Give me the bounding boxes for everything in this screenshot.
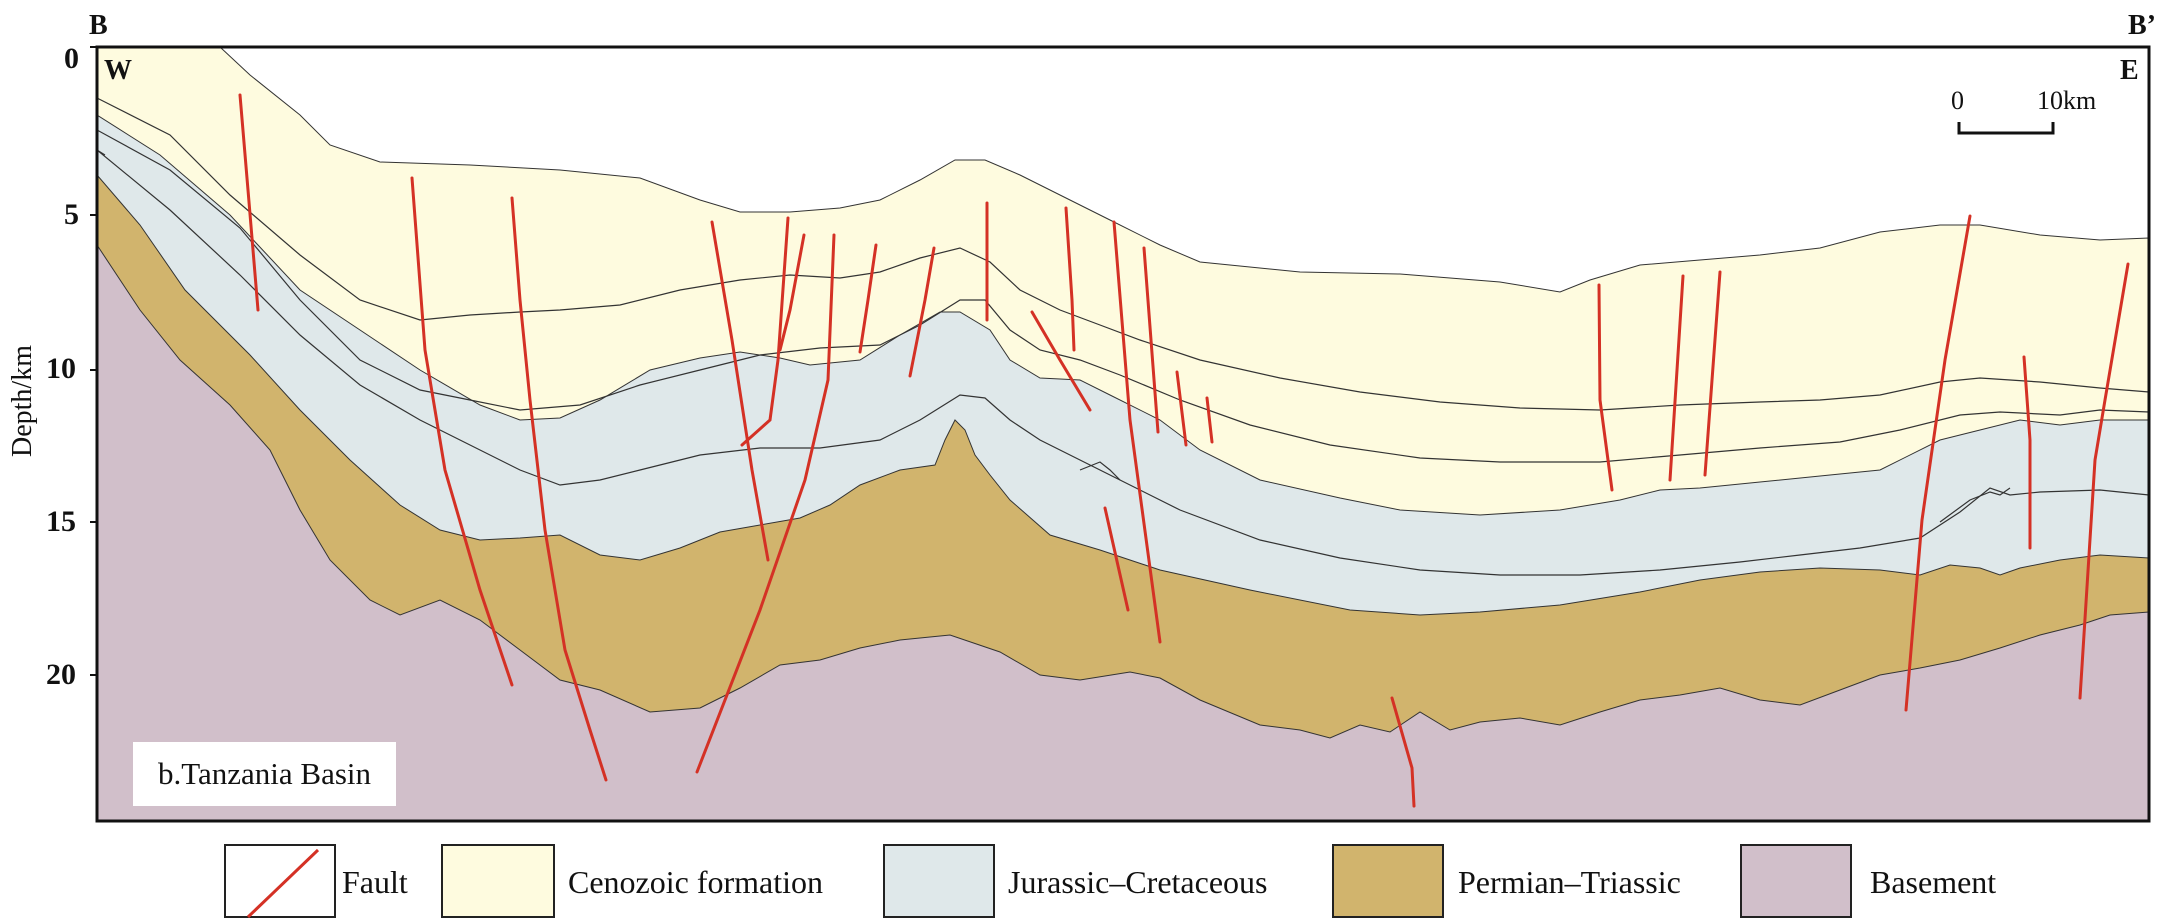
fault-line xyxy=(740,216,790,447)
fault-line xyxy=(1390,696,1416,808)
fault-line xyxy=(1142,246,1160,434)
fault-line xyxy=(410,176,514,687)
permian-triassic-layer xyxy=(97,174,2149,821)
depth-tick-0: 0 xyxy=(64,42,79,75)
panel-label: b.Tanzania Basin xyxy=(133,742,396,806)
legend-jurassic-swatch xyxy=(883,844,995,918)
section-frame xyxy=(95,45,2151,823)
scale-bar-start: 0 xyxy=(1951,86,1964,115)
fault-line xyxy=(1205,396,1214,444)
fault-line xyxy=(2078,262,2130,700)
fault-line xyxy=(1703,270,1722,477)
geologic-layers xyxy=(97,47,2149,821)
fault-line xyxy=(1175,370,1188,447)
legend-swatches xyxy=(224,844,1852,919)
depth-tick-15: 15 xyxy=(46,505,76,538)
axis-ticks xyxy=(90,46,97,676)
fault-line xyxy=(1030,310,1092,412)
depth-tick-20: 20 xyxy=(46,658,76,691)
legend-permian-label: Permian–Triassic xyxy=(1458,864,1681,900)
depth-axis-title: Depth/km xyxy=(7,345,38,457)
legend-cenozoic-swatch xyxy=(441,844,555,918)
depth-tick-5: 5 xyxy=(64,198,79,231)
east-label: E xyxy=(2120,55,2139,86)
legend-permian-swatch xyxy=(1332,844,1444,918)
legend-fault-line xyxy=(246,848,320,919)
fault-line xyxy=(1597,283,1614,492)
legend-fault-swatch xyxy=(224,844,336,918)
legend-basement-swatch xyxy=(1740,844,1852,918)
scale-bar-end: 10km xyxy=(2037,86,2097,115)
fault-line xyxy=(2022,355,2032,550)
section-end-label: B’ xyxy=(2128,10,2156,41)
fault-line xyxy=(858,243,878,354)
fault-line xyxy=(778,233,806,352)
scale-bar xyxy=(1957,122,2055,135)
bedding-lines xyxy=(97,97,2149,576)
depth-tick-10: 10 xyxy=(46,352,76,385)
fault-line xyxy=(1112,220,1162,644)
fault-line xyxy=(1904,214,1972,712)
fault-line xyxy=(1668,274,1685,482)
fault-line xyxy=(238,93,260,312)
fault-line xyxy=(695,233,836,774)
legend-jurassic-label: Jurassic–Cretaceous xyxy=(1008,864,1268,900)
fault-line xyxy=(710,220,770,562)
west-label: W xyxy=(104,55,132,86)
section-start-label: B xyxy=(89,10,108,41)
fault-lines xyxy=(238,93,2130,808)
fault-line xyxy=(908,246,936,378)
fault-line xyxy=(510,196,608,782)
fault-line xyxy=(1103,506,1130,612)
legend-basement-label: Basement xyxy=(1870,864,1997,900)
fault-line xyxy=(1064,206,1076,352)
legend-cenozoic-label: Cenozoic formation xyxy=(568,864,824,900)
legend-fault-label: Fault xyxy=(342,864,408,900)
